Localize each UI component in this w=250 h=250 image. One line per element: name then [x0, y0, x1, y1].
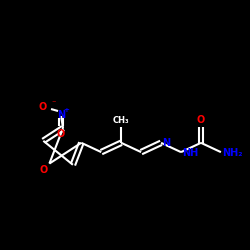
Text: O: O: [57, 129, 65, 139]
Text: O: O: [197, 115, 205, 125]
Text: O: O: [39, 102, 47, 112]
Text: N: N: [162, 138, 170, 148]
Text: CH₃: CH₃: [113, 116, 130, 125]
Text: NH₂: NH₂: [222, 148, 242, 158]
Text: +: +: [63, 107, 69, 113]
Text: NH: NH: [182, 148, 198, 158]
Text: O: O: [39, 164, 48, 174]
Text: N: N: [57, 110, 65, 120]
Text: ⁻: ⁻: [51, 98, 56, 108]
